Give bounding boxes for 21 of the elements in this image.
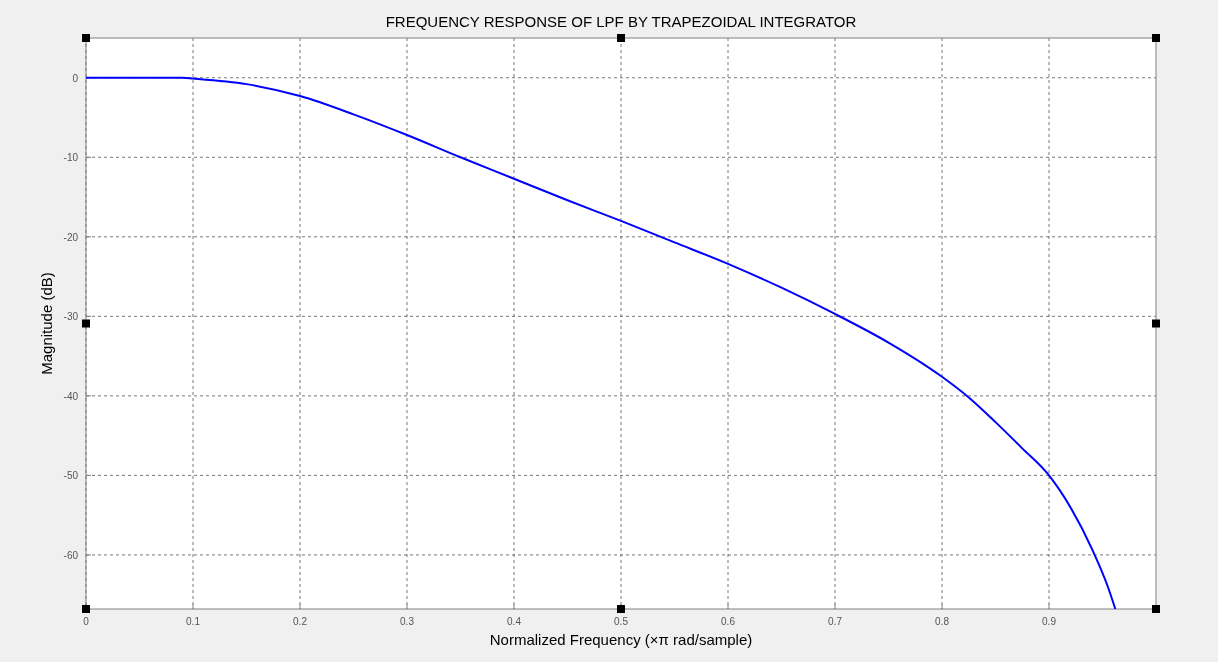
x-tick-label: 0.2 (293, 616, 308, 627)
x-tick-label: 0.4 (507, 616, 522, 627)
y-axis-title: Magnitude (dB) (38, 272, 55, 375)
chart-title: FREQUENCY RESPONSE OF LPF BY TRAPEZOIDAL INTEGRATOR (385, 13, 857, 30)
x-tick-label: 0.5 (614, 616, 629, 627)
x-tick-label: 0.9 (1042, 616, 1057, 627)
x-axis-title: Normalized Frequency (×π rad/sample) (489, 631, 753, 648)
x-tick-label: 0.1 (186, 616, 201, 627)
y-tick-label: -50 (63, 470, 79, 482)
y-tick-label: -20 (63, 231, 79, 243)
y-tick-label: -60 (63, 549, 79, 561)
line-series (85, 76, 1117, 610)
x-tick-label: 0.8 (935, 616, 950, 627)
x-tick-label: 0.7 (828, 616, 843, 627)
y-tick-label: 0 (72, 72, 79, 84)
y-tick-label: -10 (63, 152, 79, 164)
x-tick-label: 0 (83, 616, 90, 627)
y-tick-label: -40 (63, 390, 79, 402)
y-tick-label: -30 (63, 311, 79, 323)
x-tick-label: 0.3 (400, 616, 415, 627)
x-tick-label: 0.6 (721, 616, 736, 627)
